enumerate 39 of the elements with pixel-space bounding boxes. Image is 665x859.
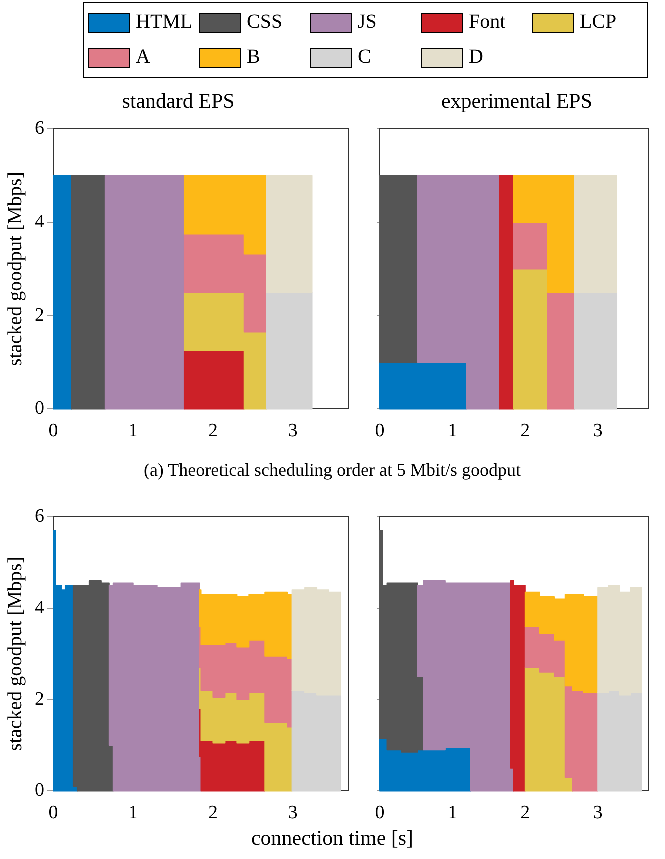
- x-tick-label: 3: [288, 420, 298, 442]
- x-tick-label: 3: [593, 802, 603, 824]
- chart-title: experimental EPS: [441, 89, 593, 114]
- chart-title: standard EPS: [122, 89, 235, 114]
- x-tick-label: 3: [593, 420, 603, 442]
- y-tick-label: 6: [35, 118, 44, 140]
- y-tick-label: 4: [35, 597, 45, 618]
- legend-label: C: [358, 46, 372, 69]
- y-tick-label: 0: [35, 780, 44, 802]
- y-axis-title: stacked goodput [Mbps]: [4, 556, 26, 752]
- x-axis-title: connection time [s]: [250, 826, 415, 851]
- x-tick-label: 2: [520, 420, 530, 442]
- x-tick-label: 2: [208, 802, 218, 824]
- legend-label: D: [469, 46, 484, 69]
- legend-label: CSS: [247, 11, 283, 34]
- x-tick-label: 0: [48, 802, 58, 824]
- text: (a) Theoretical scheduling order at 5 Mbit/s goodput: [142, 460, 522, 481]
- x-tick-label: 1: [128, 802, 138, 824]
- x-tick-label: 0: [48, 420, 58, 442]
- x-tick-label: 2: [520, 802, 530, 824]
- x-tick-label: 0: [375, 802, 385, 824]
- x-tick-label: 3: [288, 802, 298, 824]
- legend-label: HTML: [136, 11, 193, 34]
- y-tick-label: 4: [35, 212, 45, 233]
- y-axis-title: stacked goodput [Mbps]: [4, 172, 26, 366]
- legend-label: LCP: [580, 11, 617, 34]
- x-tick-label: 0: [375, 420, 385, 442]
- legend-label: B: [247, 46, 260, 69]
- y-tick-label: 2: [35, 304, 44, 326]
- y-tick-label: 0: [35, 398, 44, 420]
- y-tick-label: 6: [35, 506, 44, 527]
- legend-label: A: [136, 46, 150, 69]
- legend-label: Font: [469, 11, 506, 34]
- x-tick-label: 1: [448, 802, 458, 824]
- y-tick-label: 2: [35, 688, 44, 710]
- x-tick-label: 1: [448, 420, 458, 442]
- x-tick-label: 1: [128, 420, 138, 442]
- x-tick-label: 2: [208, 420, 218, 442]
- legend-label: JS: [358, 11, 377, 34]
